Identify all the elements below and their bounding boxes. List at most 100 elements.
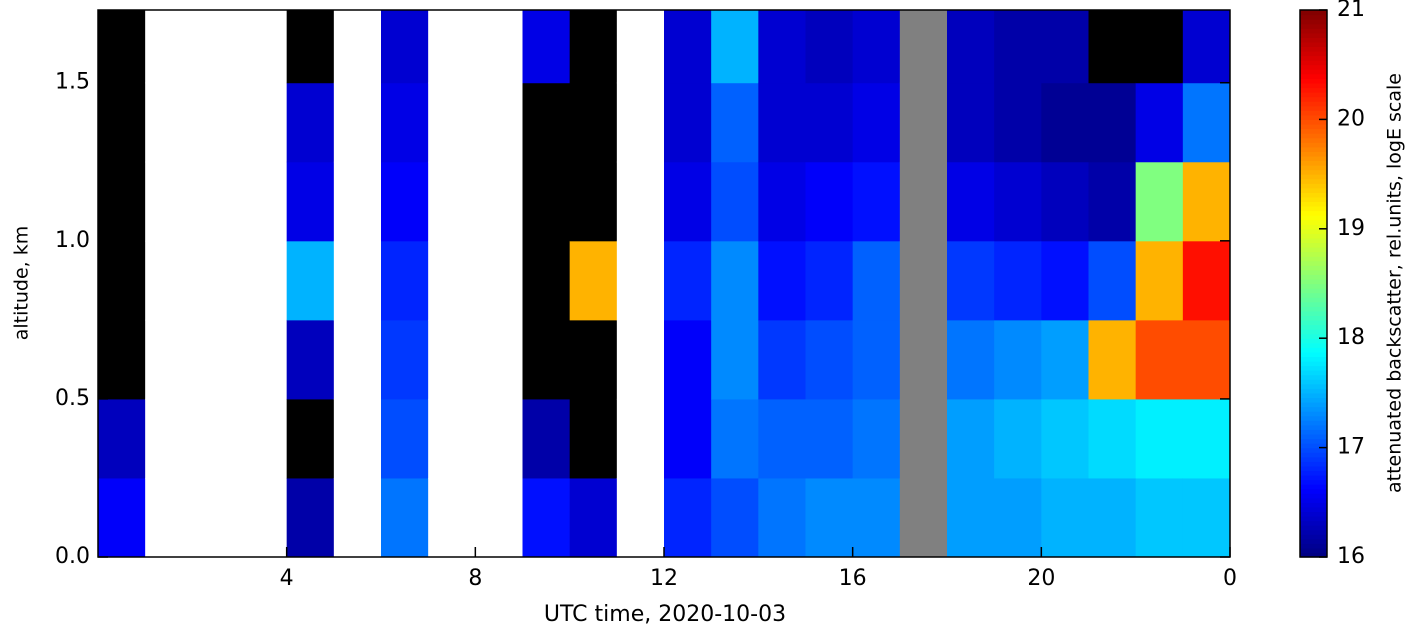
- heatmap-cell: [1182, 82, 1230, 163]
- colorbar-segment: [1300, 333, 1327, 339]
- heatmap-cell: [569, 10, 618, 84]
- colorbar-segment: [1300, 406, 1327, 412]
- heatmap-cell: [994, 10, 1042, 84]
- colorbar-segment: [1300, 429, 1327, 435]
- heatmap-cell: [569, 161, 618, 242]
- colorbar-segment: [1300, 174, 1327, 180]
- colorbar-segment: [1300, 552, 1327, 558]
- colorbar-segment: [1300, 310, 1327, 317]
- heatmap-cell: [1088, 319, 1137, 400]
- heatmap-cell: [664, 82, 712, 163]
- heatmap-cell: [239, 240, 288, 321]
- colorbar-segment: [1300, 520, 1327, 526]
- heatmap-cell: [1182, 10, 1230, 84]
- heatmap-cell: [947, 240, 995, 321]
- colorbar-segment: [1300, 397, 1327, 403]
- colorbar-segment: [1300, 329, 1327, 335]
- heatmap-cell: [145, 319, 193, 400]
- heatmap-cell: [805, 10, 854, 84]
- colorbar-segment: [1300, 251, 1327, 257]
- heatmap-cell: [947, 161, 995, 242]
- colorbar-segment: [1300, 278, 1327, 285]
- x-axis-label: UTC time, 2020-10-03: [544, 602, 786, 627]
- colorbar-segment: [1300, 347, 1327, 353]
- x-tick-label: 16: [839, 566, 867, 591]
- heatmap-cell: [286, 398, 335, 479]
- heatmap-cell: [381, 477, 429, 557]
- heatmap-cell: [1182, 319, 1230, 400]
- heatmap-cell: [805, 319, 854, 400]
- colorbar-segment: [1300, 160, 1327, 166]
- heatmap-cell: [286, 319, 335, 400]
- colorbar-segment: [1300, 178, 1327, 184]
- heatmap-cell: [192, 240, 240, 321]
- y-tick-label: 0.0: [55, 544, 90, 569]
- colorbar-segment: [1300, 502, 1327, 508]
- colorbar-segment: [1300, 479, 1327, 485]
- heatmap-cell: [994, 82, 1042, 163]
- heatmap-cell: [899, 319, 948, 400]
- heatmap-cell: [1041, 319, 1089, 400]
- colorbar-segment: [1300, 183, 1327, 189]
- colorbar-tick-label: 19: [1337, 216, 1365, 241]
- heatmap-cell: [664, 398, 712, 479]
- colorbar-segment: [1300, 119, 1327, 125]
- colorbar-segment: [1300, 274, 1327, 280]
- heatmap-cell: [852, 319, 901, 400]
- colorbar-segment: [1300, 247, 1327, 253]
- heatmap-cell: [1088, 477, 1137, 557]
- colorbar-segment: [1300, 470, 1327, 476]
- colorbar-segment: [1300, 133, 1327, 139]
- colorbar-segment: [1300, 420, 1327, 426]
- heatmap-cell: [381, 82, 429, 163]
- heatmap-cell: [239, 319, 288, 400]
- colorbar-segment: [1300, 242, 1327, 248]
- colorbar-segment: [1300, 237, 1327, 244]
- heatmap-cell: [805, 398, 854, 479]
- heatmap-cell: [852, 477, 901, 557]
- heatmap-cell: [145, 477, 193, 557]
- heatmap-cell: [947, 82, 995, 163]
- heatmap-cell: [428, 477, 476, 557]
- heatmap-cell: [239, 161, 288, 242]
- y-tick-label: 1.5: [55, 70, 90, 95]
- heatmap-cell: [1041, 10, 1089, 84]
- heatmap-cell: [381, 240, 429, 321]
- heatmap-cell: [98, 319, 146, 400]
- colorbar-segment: [1300, 155, 1327, 162]
- colorbar-segment: [1300, 365, 1327, 371]
- colorbar-segment: [1300, 360, 1327, 367]
- colorbar-segment: [1300, 288, 1327, 294]
- colorbar-segment: [1300, 210, 1327, 216]
- heatmap-cell: [98, 398, 146, 479]
- heatmap-cell: [664, 161, 712, 242]
- heatmap-cell: [664, 319, 712, 400]
- colorbar-segment: [1300, 82, 1327, 89]
- colorbar-segment: [1300, 283, 1327, 289]
- colorbar-segment: [1300, 101, 1327, 107]
- heatmap-cell: [947, 477, 995, 557]
- colorbar-segment: [1300, 456, 1327, 462]
- heatmap-cell: [994, 161, 1042, 242]
- heatmap-cell: [569, 319, 618, 400]
- colorbar-segment: [1300, 114, 1327, 120]
- heatmap-cell: [522, 319, 571, 400]
- colorbar-segment: [1300, 142, 1327, 148]
- colorbar-segment: [1300, 547, 1327, 554]
- heatmap-cell: [522, 161, 571, 242]
- x-tick-label: 0: [1223, 566, 1237, 591]
- colorbar-segment: [1300, 164, 1327, 171]
- heatmap-cell: [616, 240, 665, 321]
- colorbar-segment: [1300, 447, 1327, 453]
- y-axis-label: altitude, km: [11, 226, 33, 340]
- colorbar-segment: [1300, 87, 1327, 93]
- heatmap-cell: [98, 161, 146, 242]
- colorbar-segment: [1300, 228, 1327, 234]
- heatmap-cell: [616, 477, 665, 557]
- heatmap-cell: [239, 82, 288, 163]
- heatmap-cell: [569, 240, 618, 321]
- heatmap-cell: [239, 398, 288, 479]
- colorbar-segment: [1300, 196, 1327, 203]
- heatmap-cell: [239, 10, 288, 84]
- heatmap-cell: [522, 82, 571, 163]
